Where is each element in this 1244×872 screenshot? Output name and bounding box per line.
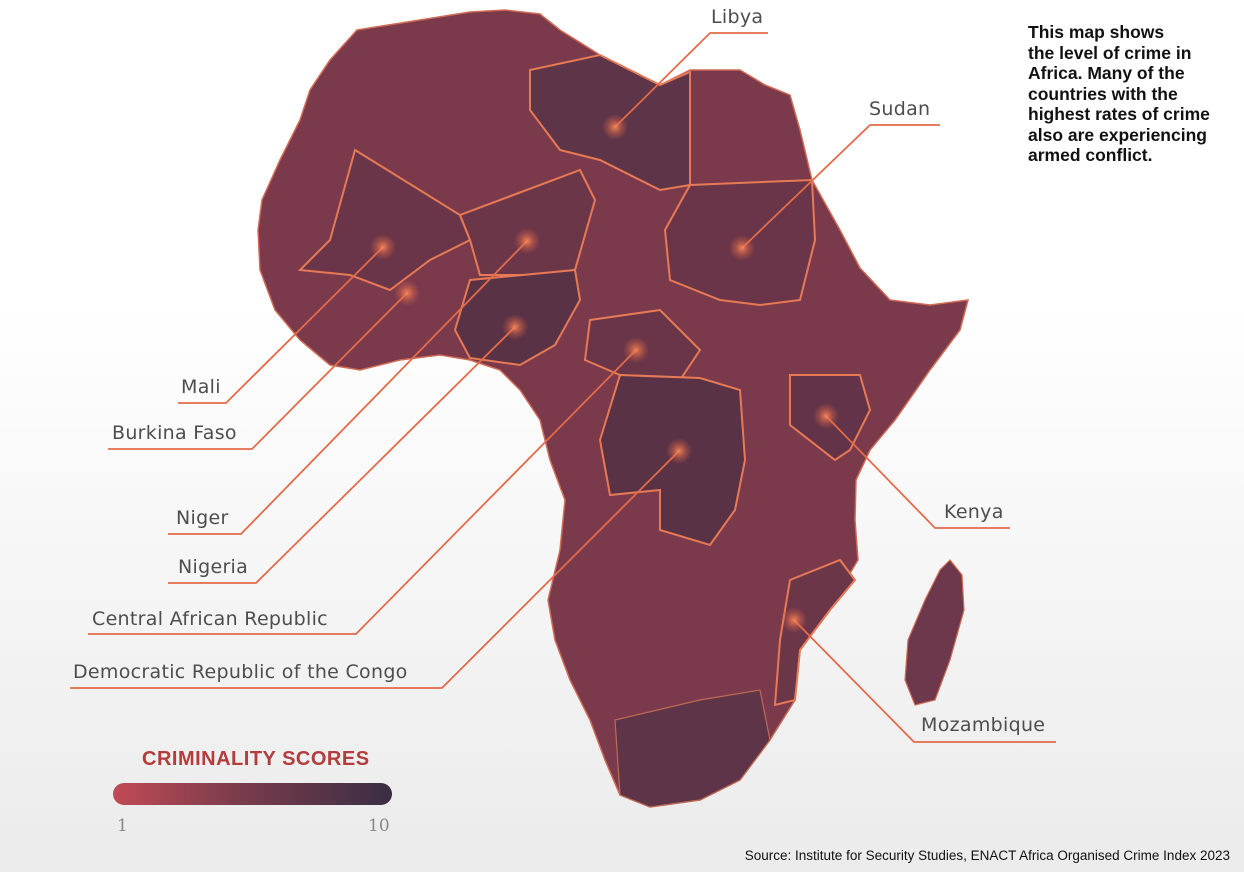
nigeria-marker xyxy=(502,314,528,340)
label-mozambique: Mozambique xyxy=(921,714,1046,736)
mozambique-marker xyxy=(781,607,807,633)
description-line: countries with the xyxy=(1028,83,1178,104)
label-kenya: Kenya xyxy=(944,501,1004,523)
legend-title: CRIMINALITY SCORES xyxy=(142,748,370,770)
label-drc: Democratic Republic of the Congo xyxy=(73,661,408,683)
description-line: Africa. Many of the xyxy=(1028,63,1185,83)
mali-leader xyxy=(178,246,384,404)
nigeria-leader xyxy=(168,326,516,584)
label-burkina-faso: Burkina Faso xyxy=(112,422,237,444)
legend-max: 10 xyxy=(368,816,390,836)
burkina-faso-leader xyxy=(108,292,408,450)
car-leader xyxy=(88,349,637,635)
drc-leader xyxy=(70,450,680,689)
madagascar xyxy=(904,559,965,706)
description-text: This map shows the level of crime in Afr… xyxy=(1028,22,1240,166)
label-central-african-republic: Central African Republic xyxy=(92,608,328,630)
niger-marker xyxy=(514,228,540,254)
label-libya: Libya xyxy=(711,6,764,28)
description-line: This map shows xyxy=(1028,22,1165,42)
burkina-faso-marker xyxy=(394,280,420,306)
sudan-leader xyxy=(741,124,940,249)
car-marker xyxy=(623,337,649,363)
legend-min: 1 xyxy=(117,816,128,836)
mozambique-area xyxy=(773,558,857,707)
label-sudan: Sudan xyxy=(869,98,931,120)
label-niger: Niger xyxy=(176,507,229,529)
source-credit: Source: Institute for Security Studies, … xyxy=(744,848,1230,863)
drc-marker xyxy=(666,438,692,464)
libya-leader xyxy=(614,32,768,128)
sudan-marker xyxy=(729,235,755,261)
legend-gradient-bar xyxy=(113,783,392,805)
description-line: armed conflict. xyxy=(1028,145,1153,165)
south-africa-area xyxy=(614,689,771,808)
libya-marker xyxy=(602,114,628,140)
label-mali: Mali xyxy=(181,376,221,398)
description-line: the level of crime in xyxy=(1028,42,1192,63)
description-line: also are experiencing xyxy=(1028,124,1207,145)
description-line: highest rates of crime xyxy=(1028,104,1210,124)
niger-leader xyxy=(168,240,528,535)
kenya-leader xyxy=(825,415,1010,529)
label-nigeria: Nigeria xyxy=(178,556,249,578)
kenya-marker xyxy=(813,403,839,429)
mozambique-leader xyxy=(793,619,1056,743)
mali-marker xyxy=(370,234,396,260)
